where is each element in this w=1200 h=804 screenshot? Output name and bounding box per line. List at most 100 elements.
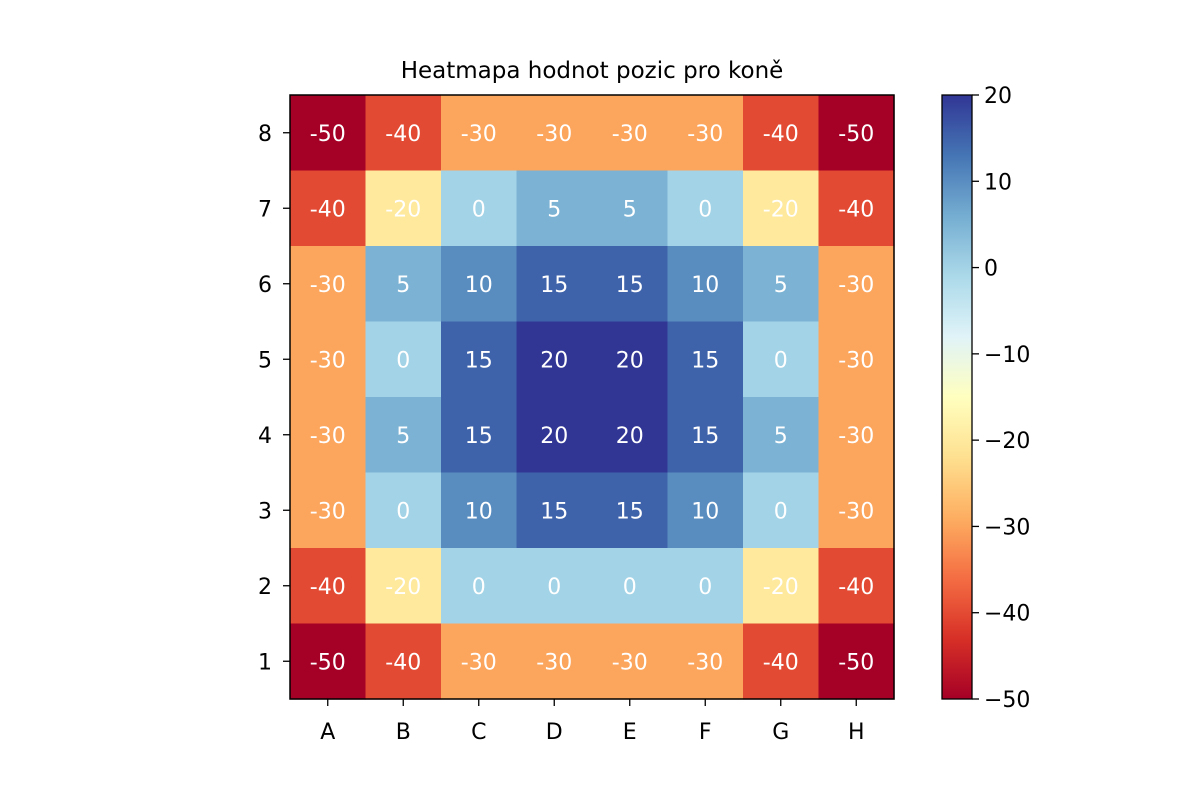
heatmap-cell-A4 — [290, 397, 367, 474]
x-tick-label: G — [772, 720, 789, 745]
heatmap-cell-B2 — [365, 548, 442, 625]
x-tick-label: F — [699, 720, 712, 745]
heatmap-cell-A1 — [290, 623, 367, 700]
cell-value-label: 0 — [547, 575, 561, 600]
cell-value-label: 0 — [774, 348, 788, 373]
heatmap-cell-C3 — [441, 472, 518, 549]
cell-value-label: 5 — [396, 273, 410, 298]
cell-value-label: 5 — [623, 197, 637, 222]
cell-value-label: -50 — [838, 122, 874, 147]
cell-value-label: -30 — [310, 273, 346, 298]
plot-frame — [289, 94, 895, 700]
heatmap-cell-H8 — [818, 95, 895, 172]
colorbar-frame — [941, 94, 973, 700]
cell-value-label: 20 — [616, 348, 644, 373]
colorbar-gradient — [942, 95, 972, 699]
cell-value-label: 5 — [774, 424, 788, 449]
cell-value-label: -40 — [385, 122, 421, 147]
heatmap-cell-H1 — [818, 623, 895, 700]
x-tick-label: C — [471, 720, 486, 745]
heatmap-cell-G3 — [743, 472, 820, 549]
cell-value-label: 15 — [465, 348, 493, 373]
heatmap-cell-H6 — [818, 246, 895, 323]
cell-value-label: 0 — [623, 575, 637, 600]
cell-value-label: 10 — [465, 273, 493, 298]
x-tick-label: A — [320, 720, 335, 745]
heatmap-cell-G5 — [743, 321, 820, 398]
cell-value-label: -30 — [310, 348, 346, 373]
heatmap-cell-G7 — [743, 170, 820, 247]
cell-value-label: 20 — [540, 424, 568, 449]
cell-value-label: -40 — [838, 575, 874, 600]
colorbar-tick-label: 0 — [984, 257, 998, 282]
heatmap-cell-F1 — [667, 623, 744, 700]
heatmap-cell-C8 — [441, 95, 518, 172]
heatmap-cell-labels: -50 -40 -30 -30 -30 -30 -40 -50 -40 -20 0 5 5 0 -20 -40… — [310, 122, 874, 676]
x-tick-label: B — [396, 720, 411, 745]
cell-value-label: -30 — [612, 650, 648, 675]
heatmap-cell-E2 — [592, 548, 669, 625]
cell-value-label: 0 — [396, 348, 410, 373]
cell-value-label: -30 — [612, 122, 648, 147]
heatmap-cell-B1 — [365, 623, 442, 700]
y-tick-label: 7 — [258, 197, 272, 222]
cell-value-label: -20 — [385, 575, 421, 600]
heatmap-cell-B8 — [365, 95, 442, 172]
colorbar-tick-label: −30 — [984, 515, 1030, 540]
heatmap-cell-C5 — [441, 321, 518, 398]
heatmap-cell-H5 — [818, 321, 895, 398]
heatmap-cell-A5 — [290, 321, 367, 398]
cell-value-label: -40 — [310, 197, 346, 222]
heatmap-cell-C2 — [441, 548, 518, 625]
cell-value-label: 0 — [698, 575, 712, 600]
colorbar-tick-label: −40 — [984, 602, 1030, 627]
heatmap-cell-B6 — [365, 246, 442, 323]
cell-value-label: -30 — [461, 650, 497, 675]
heatmap-cell-G4 — [743, 397, 820, 474]
heatmap-cell-F3 — [667, 472, 744, 549]
heatmap-cell-B3 — [365, 472, 442, 549]
heatmap-cell-E4 — [592, 397, 669, 474]
heatmap-cell-F7 — [667, 170, 744, 247]
heatmap-cells — [290, 95, 895, 700]
heatmap-cell-D2 — [516, 548, 593, 625]
cell-value-label: -30 — [838, 273, 874, 298]
heatmap-cell-A8 — [290, 95, 367, 172]
cell-value-label: 5 — [396, 424, 410, 449]
cell-value-label: 15 — [616, 273, 644, 298]
heatmap-cell-D6 — [516, 246, 593, 323]
heatmap-cell-H4 — [818, 397, 895, 474]
chart-title: Heatmapa hodnot pozic pro koně — [401, 58, 784, 84]
heatmap-cell-D7 — [516, 170, 593, 247]
cell-value-label: -30 — [461, 122, 497, 147]
x-tick-label: E — [623, 720, 637, 745]
heatmap-cell-G8 — [743, 95, 820, 172]
cell-value-label: 20 — [540, 348, 568, 373]
y-tick-label: 3 — [258, 499, 272, 524]
heatmap-cell-G1 — [743, 623, 820, 700]
heatmap-cell-A3 — [290, 472, 367, 549]
x-tick-label: H — [848, 720, 865, 745]
heatmap-cell-B4 — [365, 397, 442, 474]
x-tick-label: D — [546, 720, 563, 745]
cell-value-label: -50 — [310, 650, 346, 675]
heatmap-cell-F2 — [667, 548, 744, 625]
y-tick-label: 4 — [258, 424, 272, 449]
cell-value-label: 5 — [547, 197, 561, 222]
heatmap-cell-B7 — [365, 170, 442, 247]
cell-value-label: 15 — [691, 424, 719, 449]
heatmap-cell-D1 — [516, 623, 593, 700]
cell-value-label: 15 — [616, 499, 644, 524]
heatmap-cell-C7 — [441, 170, 518, 247]
cell-value-label: 0 — [472, 197, 486, 222]
cell-value-label: 15 — [691, 348, 719, 373]
cell-value-label: 0 — [396, 499, 410, 524]
heatmap-cell-B5 — [365, 321, 442, 398]
x-axis: A B C D E F G H — [320, 699, 865, 745]
heatmap-cell-E6 — [592, 246, 669, 323]
cell-value-label: 20 — [616, 424, 644, 449]
cell-value-label: 10 — [465, 499, 493, 524]
heatmap-cell-C6 — [441, 246, 518, 323]
cell-value-label: 10 — [691, 273, 719, 298]
